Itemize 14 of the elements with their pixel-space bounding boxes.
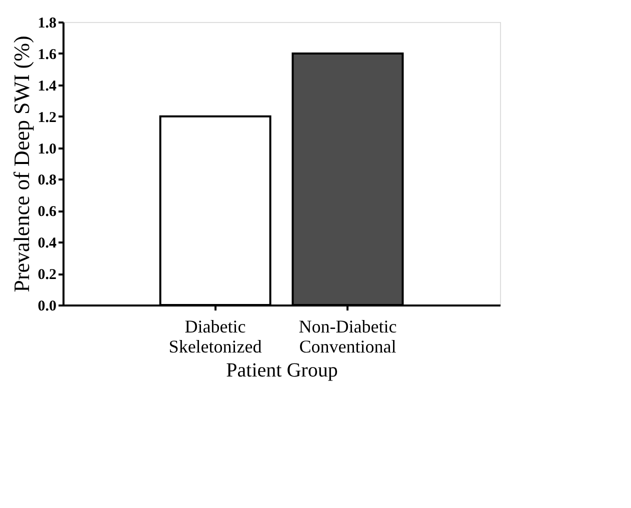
- x-tick-label: Diabetic Skeletonized: [168, 316, 262, 356]
- y-tick-label: 0.0: [38, 298, 56, 314]
- y-axis-title: Prevalence of Deep SWI (%): [8, 36, 34, 292]
- y-tick-label: 1.0: [38, 141, 56, 158]
- y-tick-label: 0.8: [38, 172, 56, 189]
- y-tick-label: 0.6: [38, 204, 57, 220]
- y-tick-label: 1.2: [38, 110, 56, 126]
- x-axis-title: Patient Group: [226, 360, 338, 382]
- x-tick-label: Non-Diabetic Conventional: [298, 316, 397, 356]
- y-tick-label: 0.4: [38, 236, 57, 252]
- y-tick-label: 1.4: [38, 78, 57, 94]
- y-tick-label: 1.6: [38, 46, 57, 63]
- y-tick-label: 1.8: [38, 16, 56, 32]
- y-tick-label: 0.2: [38, 267, 56, 284]
